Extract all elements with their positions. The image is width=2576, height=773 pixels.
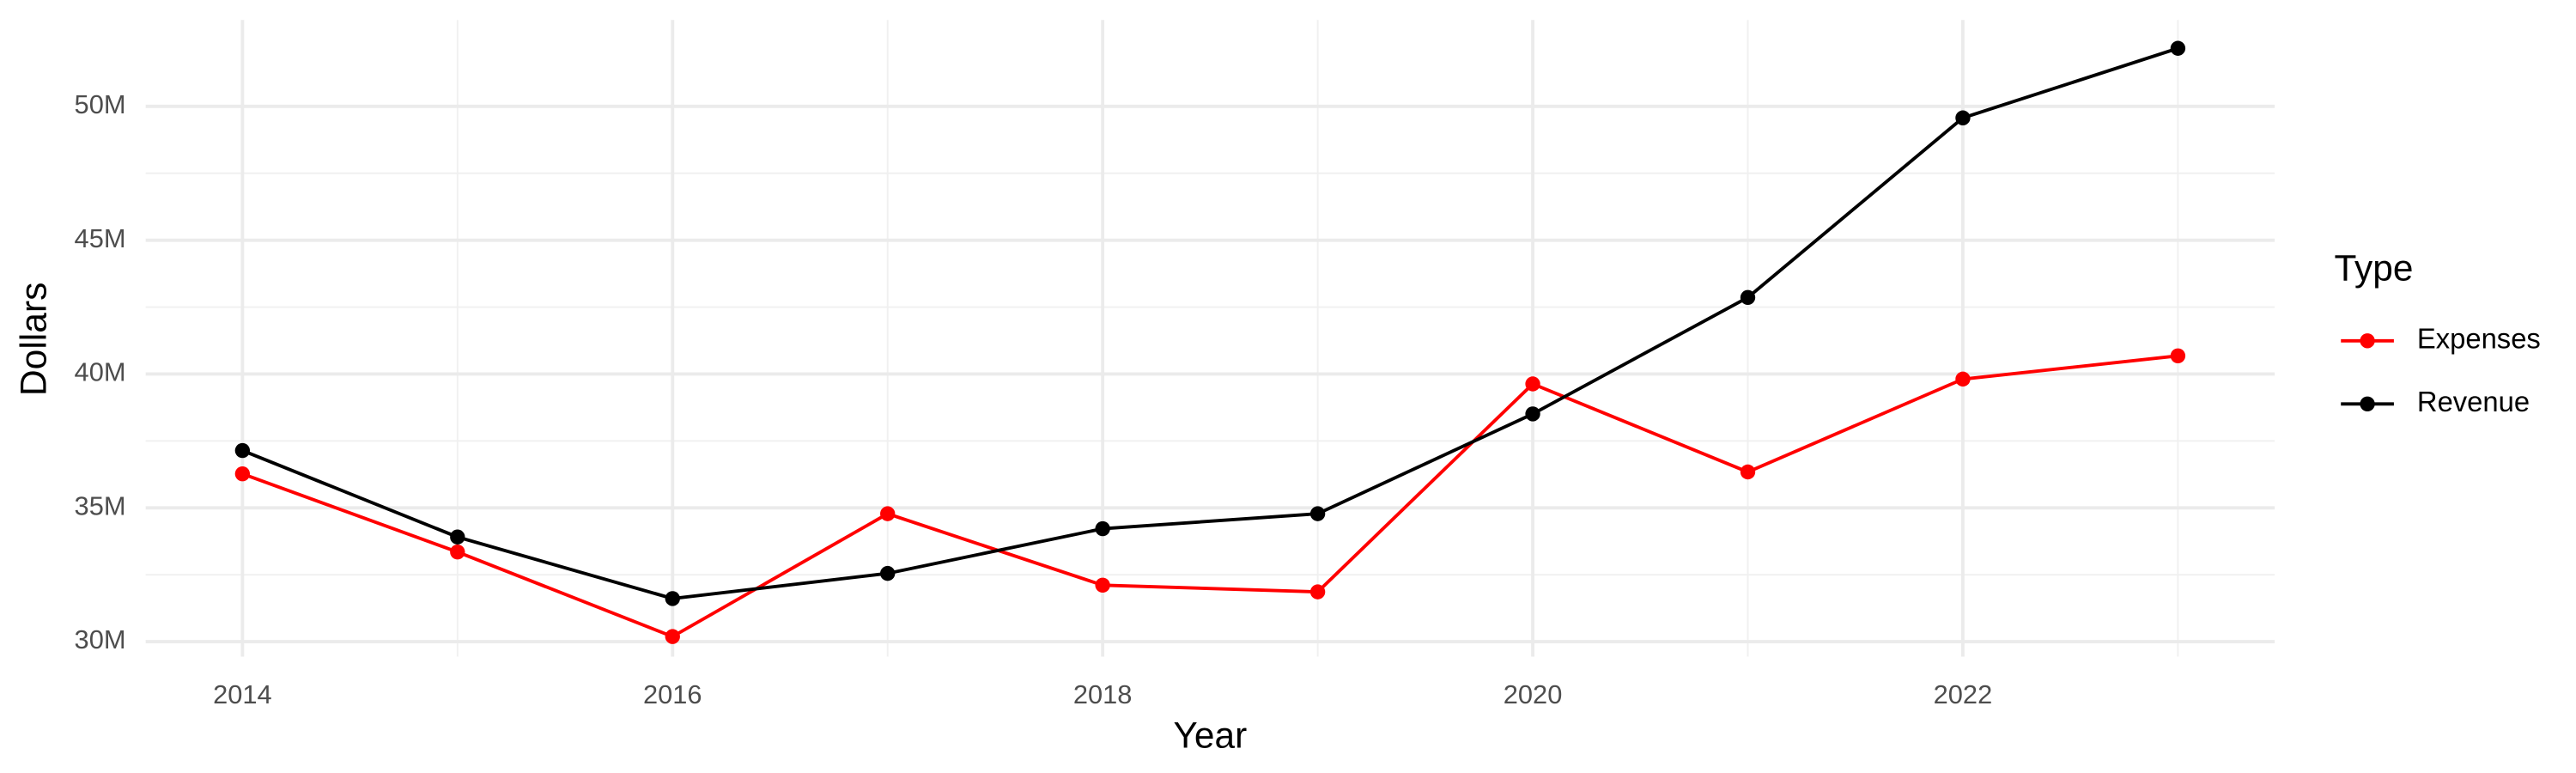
x-tick-label: 2014 — [213, 679, 272, 709]
data-point — [1095, 520, 1110, 537]
y-axis-title: Dollars — [15, 283, 55, 396]
legend-label: Expenses — [2417, 322, 2541, 354]
data-point — [1740, 464, 1756, 480]
data-point — [1095, 577, 1110, 593]
series-line — [241, 354, 2178, 639]
data-point — [234, 442, 251, 459]
data-point — [1740, 289, 1756, 306]
x-tick-label: 2022 — [1934, 679, 1993, 709]
legend-swatch-point — [2360, 396, 2375, 412]
data-point — [1525, 406, 1540, 422]
data-point — [665, 629, 680, 644]
x-axis-title: Year — [1174, 716, 1248, 757]
legend-swatch-point — [2360, 333, 2375, 349]
x-tick-label: 2020 — [1504, 679, 1563, 709]
data-point — [1955, 371, 1971, 387]
y-tick-label: 30M — [75, 624, 126, 654]
data-point — [234, 466, 251, 482]
data-point — [665, 591, 680, 606]
data-point — [1955, 110, 1971, 125]
y-tick-label: 50M — [75, 89, 126, 119]
data-point — [2170, 40, 2186, 56]
series-line — [241, 46, 2178, 600]
data-point — [2170, 348, 2186, 363]
y-tick-label: 45M — [75, 223, 126, 253]
x-tick-label: 2018 — [1073, 679, 1133, 709]
data-point — [450, 529, 465, 545]
data-point — [880, 506, 896, 521]
data-point — [450, 544, 465, 560]
legend-label: Revenue — [2417, 386, 2530, 417]
y-tick-label: 35M — [75, 490, 126, 520]
legend-title: Type — [2335, 249, 2414, 289]
y-tick-label: 40M — [75, 357, 126, 387]
data-point — [1525, 376, 1540, 392]
data-point — [1309, 584, 1326, 600]
data-point — [880, 565, 896, 581]
data-point — [1309, 506, 1326, 521]
x-tick-label: 2016 — [643, 679, 702, 709]
